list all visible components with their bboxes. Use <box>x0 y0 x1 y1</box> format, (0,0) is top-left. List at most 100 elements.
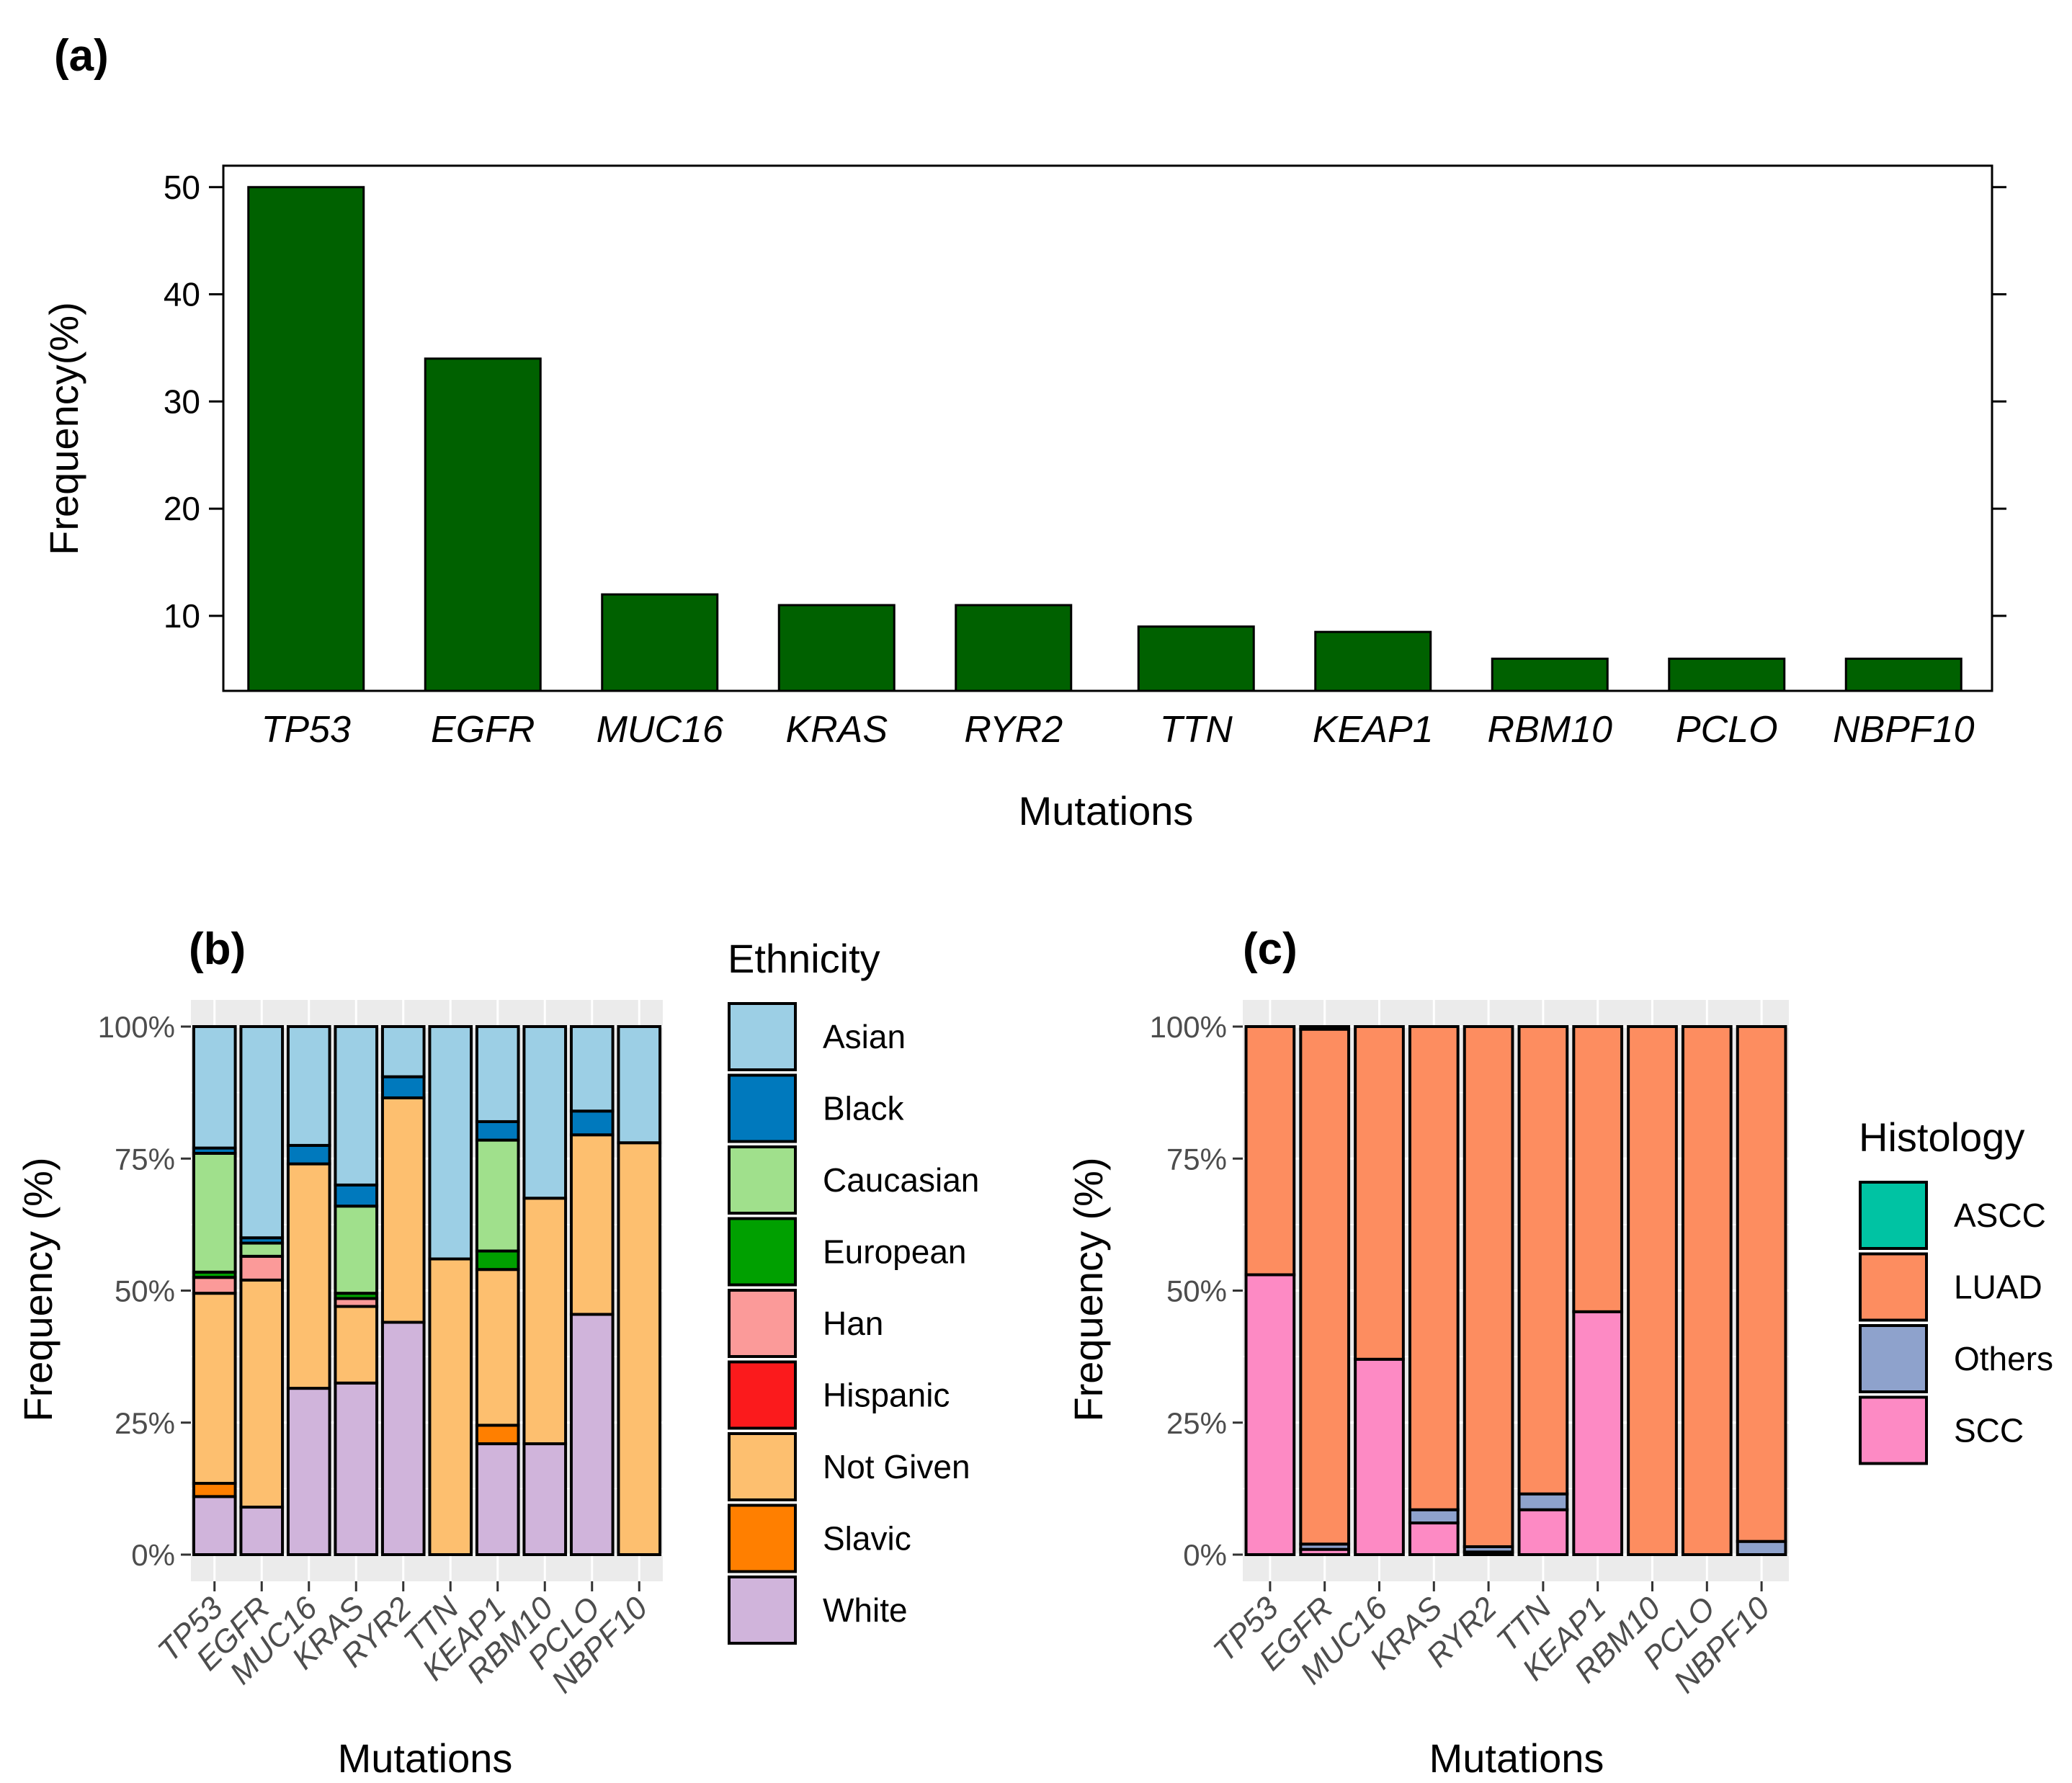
bar-keap1 <box>1314 630 1432 692</box>
ethnicity-legend-title: Ethnicity <box>728 936 880 981</box>
bar-pclo-white <box>569 1313 615 1556</box>
panel-b-x-axis: TP53EGFRMUC16KRASRYR2TTNKEAP1RBM10PCLONB… <box>151 1581 655 1700</box>
x-tick-label-egfr: EGFR <box>431 709 535 751</box>
bar-ryr2-white <box>380 1321 426 1556</box>
panel-c-bars <box>1244 1025 1787 1557</box>
y-tick-label: 25% <box>1166 1406 1227 1440</box>
bar-tp53-scc <box>1244 1273 1296 1556</box>
bar-kras-scc <box>1408 1521 1460 1557</box>
legend-swatch-asian <box>728 1002 797 1071</box>
legend-swatch-not-given <box>728 1432 797 1501</box>
y-tick-label: 40 <box>164 276 200 313</box>
legend-label-caucasian: Caucasian <box>823 1161 979 1199</box>
bar-tp53-asian <box>192 1025 237 1150</box>
y-tick-label: 0% <box>1183 1538 1227 1572</box>
panel-a-y-axis-title: Frequency(%) <box>41 302 86 555</box>
legend-swatch-luad <box>1859 1252 1928 1322</box>
bar-kras-black <box>334 1183 379 1208</box>
bar-keap1-white <box>475 1442 520 1556</box>
bar-nbpf10-luad <box>1736 1025 1787 1543</box>
bar-ryr2-asian <box>380 1025 426 1078</box>
bar-muc16-scc <box>1354 1357 1405 1557</box>
y-tick-label: 100% <box>98 1010 175 1044</box>
bar-keap1-caucasian <box>475 1138 520 1253</box>
bar-keap1-not-given <box>475 1268 520 1427</box>
legend-swatch-white <box>728 1576 797 1645</box>
bar-ryr2-not-given <box>380 1096 426 1324</box>
panel-b-x-axis-title: Mutations <box>338 1735 513 1781</box>
bar-tp53-caucasian <box>192 1151 237 1274</box>
legend-swatch-ascc <box>1859 1181 1928 1250</box>
panel-c: (c) 0% 25% 50% 75% 100% TP53EGFRMUC16KRASRYR… <box>1066 924 2053 1781</box>
bar-keap1-european <box>475 1249 520 1272</box>
bar-rbm10-not-given <box>522 1197 568 1446</box>
x-tick-label-muc16: MUC16 <box>597 709 723 751</box>
bar-ryr2 <box>955 604 1073 692</box>
panel-b: (b) 0% 25% 50% 75% 100% TP53EGFRMUC16KRASRYR… <box>15 924 979 1781</box>
panel-b-y-axis: 0% 25% 50% 75% 100% <box>98 1010 191 1572</box>
y-tick-label: 0% <box>131 1538 175 1572</box>
legend-swatch-caucasian <box>728 1145 797 1215</box>
bar-ttn-others <box>1517 1492 1569 1511</box>
bar-kras-asian <box>334 1025 379 1187</box>
bar-tp53-han <box>192 1276 237 1295</box>
bar-ttn <box>1137 625 1255 692</box>
legend-label-not-given: Not Given <box>823 1448 970 1485</box>
bar-muc16-luad <box>1354 1025 1405 1361</box>
x-tick-label-rbm10: RBM10 <box>1488 709 1612 751</box>
y-tick-label: 75% <box>115 1142 175 1176</box>
panel-a: (a) 10 20 30 40 50 TP53 EGFR MUC16 KRAS RYR2 TTN K… <box>41 31 2006 834</box>
bar-egfr-ascc <box>1299 1025 1351 1031</box>
bar-rbm10-white <box>522 1442 568 1556</box>
bar-keap1-slavic <box>475 1424 520 1446</box>
x-tick-label-keap1: KEAP1 <box>1313 709 1434 751</box>
bar-pclo-asian <box>569 1025 615 1113</box>
bar-tp53-slavic <box>192 1482 237 1498</box>
bar-rbm10 <box>1491 657 1609 692</box>
bar-ttn-luad <box>1517 1025 1569 1496</box>
legend-swatch-slavic <box>728 1503 797 1573</box>
y-tick-label: 100% <box>1150 1010 1227 1044</box>
legend-swatch-hispanic <box>728 1360 797 1430</box>
bar-egfr-asian <box>239 1025 285 1240</box>
panel-c-label: (c) <box>1243 924 1298 974</box>
legend-label-scc: SCC <box>1954 1412 2024 1449</box>
bar-ttn-not-given <box>428 1257 473 1557</box>
legend-label-black: Black <box>823 1090 904 1127</box>
x-tick-label-nbpf10: NBPF10 <box>1833 709 1975 751</box>
y-tick-label: 30 <box>164 383 200 420</box>
y-tick-label: 50 <box>164 169 200 206</box>
legend-label-european: European <box>823 1233 967 1271</box>
y-tick-label: 20 <box>164 490 200 527</box>
y-tick-label: 75% <box>1166 1142 1227 1176</box>
legend-label-han: Han <box>823 1305 883 1342</box>
bar-kras-caucasian <box>334 1205 379 1295</box>
ethnicity-legend: Ethnicity Asian Black Caucasian European Han… <box>728 936 979 1645</box>
panel-b-label: (b) <box>189 924 246 974</box>
bar-nbpf10-asian <box>617 1025 662 1145</box>
bar-pclo <box>1668 657 1786 692</box>
bar-ryr2-luad <box>1463 1025 1514 1549</box>
legend-label-hispanic: Hispanic <box>823 1377 950 1414</box>
panel-a-x-axis: TP53 EGFR MUC16 KRAS RYR2 TTN KEAP1 RBM10 PCLO NB… <box>262 709 1975 751</box>
bar-keap1-asian <box>475 1025 520 1123</box>
y-tick-label: 10 <box>164 597 200 635</box>
bar-rbm10-asian <box>522 1025 568 1200</box>
y-tick-label: 25% <box>115 1406 175 1440</box>
bar-kras-white <box>334 1381 379 1557</box>
y-tick-label: 50% <box>1166 1274 1227 1308</box>
bar-nbpf10 <box>1844 657 1962 692</box>
histology-legend-title: Histology <box>1859 1114 2024 1160</box>
bar-muc16-white <box>286 1387 331 1556</box>
x-tick-label-ttn: TTN <box>1160 709 1233 751</box>
legend-swatch-others <box>1859 1324 1928 1393</box>
bar-keap1-scc <box>1572 1310 1624 1556</box>
legend-label-luad: LUAD <box>1954 1269 2042 1306</box>
bar-pclo-luad <box>1681 1025 1733 1556</box>
bar-kras-others <box>1408 1508 1460 1525</box>
legend-label-slavic: Slavic <box>823 1520 911 1558</box>
bar-muc16 <box>601 593 719 692</box>
bar-egfr-caucasian <box>239 1241 285 1258</box>
y-tick-label: 50% <box>115 1274 175 1308</box>
plot-a-frame <box>222 164 1993 692</box>
